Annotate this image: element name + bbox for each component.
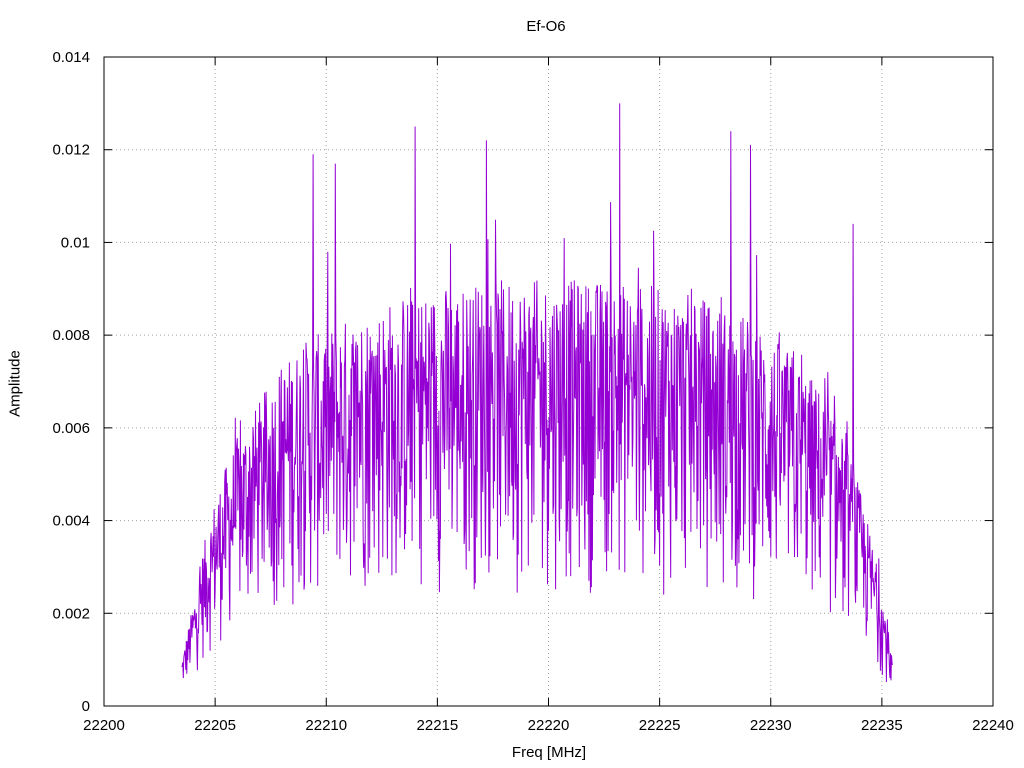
x-tick-label: 22230 bbox=[750, 717, 792, 734]
y-tick-label: 0.002 bbox=[52, 605, 90, 622]
plot-frame bbox=[103, 56, 994, 707]
y-tick-label: 0.014 bbox=[52, 49, 90, 66]
y-tick-label: 0.004 bbox=[52, 513, 90, 530]
x-tick-label: 22225 bbox=[639, 717, 681, 734]
chart-title: Ef-O6 bbox=[526, 18, 566, 35]
y-tick-label: 0 bbox=[82, 698, 90, 715]
spectrum-line bbox=[181, 103, 893, 683]
x-tick-label: 22220 bbox=[528, 717, 570, 734]
x-axis-label: Freq [MHz] bbox=[511, 744, 587, 761]
x-tick-label: 22200 bbox=[83, 717, 125, 734]
y-tick-label: 0.012 bbox=[52, 142, 90, 159]
x-tick-label: 22235 bbox=[861, 717, 903, 734]
x-tick-label: 22205 bbox=[194, 717, 236, 734]
y-tick-label: 0.006 bbox=[52, 420, 90, 437]
x-tick-label: 22240 bbox=[972, 717, 1014, 734]
y-tick-label: 0.008 bbox=[52, 327, 90, 344]
y-axis-label: Amplitude bbox=[6, 350, 24, 417]
x-tick-label: 22215 bbox=[417, 717, 459, 734]
x-tick-label: 22210 bbox=[305, 717, 347, 734]
y-tick-label: 0.01 bbox=[61, 234, 90, 251]
